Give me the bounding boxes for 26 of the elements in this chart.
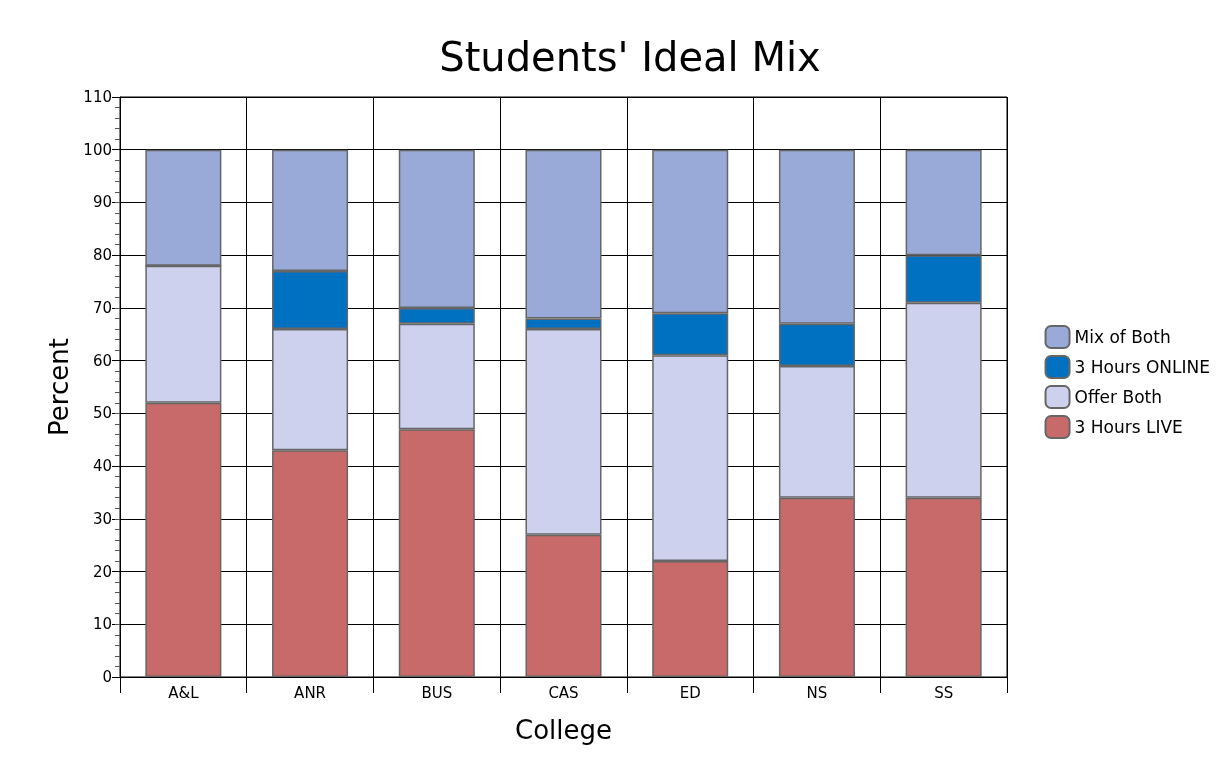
chart-title: Students' Ideal Mix bbox=[439, 34, 821, 80]
y-tick-label: 70 bbox=[92, 298, 112, 317]
x-tick-label: CAS bbox=[548, 683, 579, 702]
legend-label: Offer Both bbox=[1074, 387, 1162, 407]
x-tick-label: SS bbox=[934, 683, 954, 702]
y-tick-label: 0 bbox=[102, 668, 112, 686]
y-tick-label: 30 bbox=[92, 509, 112, 528]
y-tick-label: 10 bbox=[92, 615, 112, 634]
y-tick-label: 90 bbox=[92, 193, 112, 212]
y-tick-label: 50 bbox=[92, 404, 112, 423]
y-tick-label: 100 bbox=[83, 140, 112, 159]
x-tick-label: NS bbox=[806, 683, 828, 702]
y-tick-label: 60 bbox=[92, 351, 112, 370]
x-tick-label: ED bbox=[679, 683, 701, 702]
x-tick-label: BUS bbox=[421, 683, 453, 702]
x-tick-label: A&L bbox=[168, 683, 200, 702]
y-tick-label: 20 bbox=[92, 562, 112, 581]
y-axis-title: Percent bbox=[44, 338, 74, 436]
y-tick-label: 40 bbox=[92, 457, 112, 476]
x-tick-label: ANR bbox=[294, 683, 327, 702]
legend-label: Mix of Both bbox=[1074, 327, 1171, 347]
x-axis-title: College bbox=[514, 715, 613, 745]
y-tick-label: 110 bbox=[83, 88, 112, 106]
legend-label: 3 Hours ONLINE bbox=[1074, 357, 1210, 377]
legend-label: 3 Hours LIVE bbox=[1074, 417, 1183, 437]
y-tick-label: 80 bbox=[92, 246, 112, 265]
